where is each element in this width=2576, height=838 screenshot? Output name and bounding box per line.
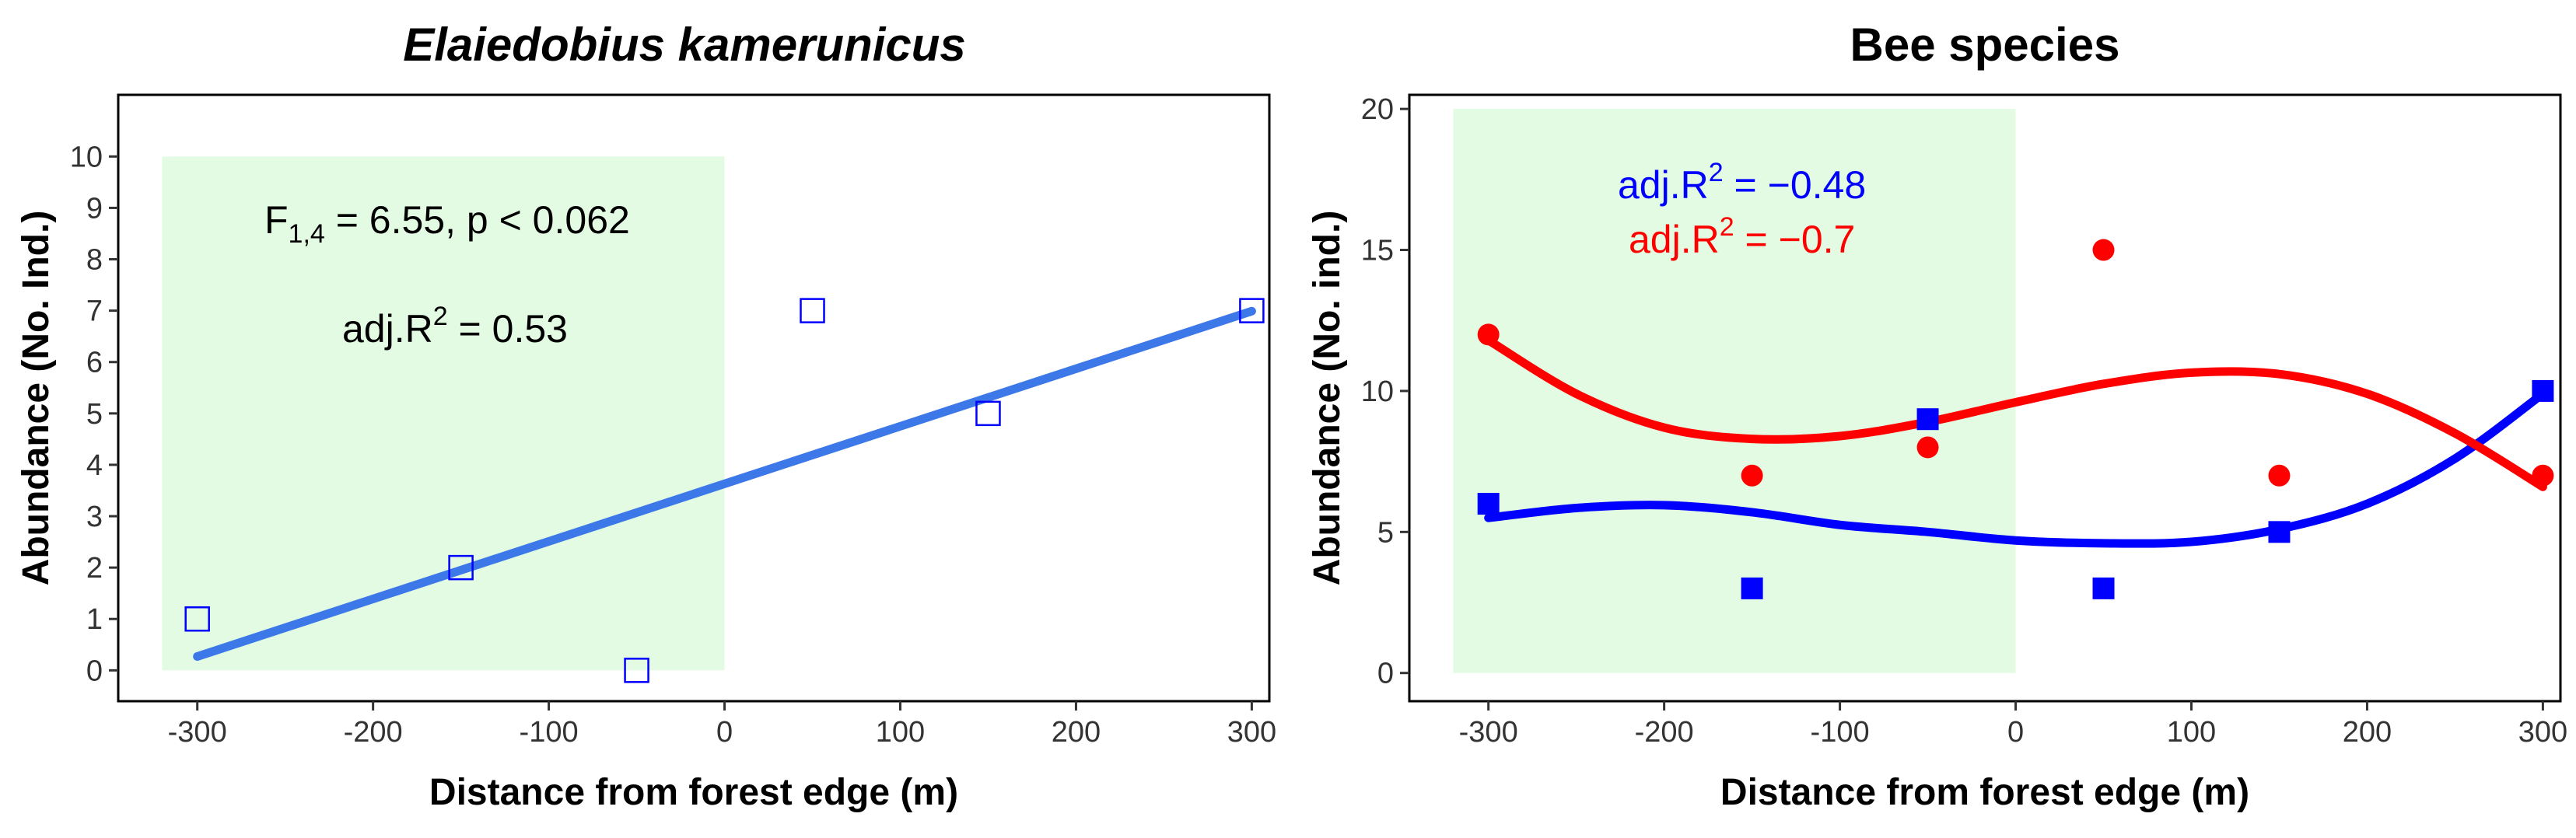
data-point	[2092, 239, 2115, 261]
data-point	[1239, 298, 1265, 323]
y-tick-label: 0	[86, 655, 103, 687]
data-point	[2092, 577, 2115, 599]
y-tick-label: 15	[1361, 235, 1394, 267]
annotation-adj-r2-blue: adj.R2 = −0.48	[1618, 158, 1866, 207]
y-tick-label: 6	[86, 347, 103, 379]
annotation-adj-r2-red: adj.R2 = −0.7	[1629, 212, 1855, 261]
x-tick-label: -300	[1459, 716, 1518, 749]
x-tick-label: -200	[1635, 716, 1694, 749]
plot-border	[1408, 93, 2562, 703]
x-tick-label: -100	[1811, 716, 1870, 749]
data-point	[1477, 493, 1500, 515]
x-tick-label: 300	[2518, 716, 2567, 749]
data-point	[800, 298, 825, 323]
x-axis-label: Distance from forest edge (m)	[429, 772, 958, 813]
y-tick-label: 10	[1361, 375, 1394, 408]
x-tick-label: -300	[168, 716, 227, 749]
x-tick-label: -100	[520, 716, 579, 749]
data-point	[1741, 464, 1763, 487]
y-tick-label: 3	[86, 501, 103, 533]
y-tick-label: 1	[86, 603, 103, 636]
data-point	[2532, 464, 2554, 487]
data-point	[624, 658, 649, 683]
data-point	[1916, 436, 1939, 459]
y-tick-label: 10	[70, 141, 103, 173]
panel-bee-species: -300 -200 -100 0 100 200 300 0 5 10 15 20 Bee spec…	[1307, 19, 2567, 813]
y-tick-label: 7	[86, 295, 103, 328]
shaded-region	[1453, 109, 2016, 673]
annotation-f-stat: F1,4 = 6.55, p < 0.062	[264, 198, 630, 249]
x-tick-label: 100	[876, 716, 925, 749]
data-points	[184, 298, 1265, 683]
y-axis-ticks: 0 1 2 3 4 5 6 7 8 9 10	[70, 141, 118, 687]
y-tick-label: 5	[86, 398, 103, 431]
y-axis-ticks: 0 5 10 15 20	[1361, 93, 1409, 690]
y-tick-label: 20	[1361, 93, 1394, 126]
data-points	[1477, 239, 2554, 599]
x-tick-label: 0	[2007, 716, 2024, 749]
data-point	[2532, 379, 2554, 402]
x-tick-label: 0	[716, 716, 733, 749]
data-point	[1916, 408, 1939, 431]
fit-line	[193, 306, 1256, 661]
y-tick-label: 0	[1377, 658, 1394, 690]
data-point	[1741, 577, 1763, 599]
y-tick-label: 4	[86, 449, 103, 482]
fit-curve-blue	[1484, 389, 2547, 548]
data-point	[975, 400, 1001, 427]
data-point	[448, 554, 474, 581]
y-tick-label: 9	[86, 192, 103, 225]
y-axis-label: Abundance (No. Ind.)	[16, 211, 57, 586]
x-tick-label: 200	[1052, 716, 1101, 749]
x-axis-ticks: -300 -200 -100 0 100 200 300	[1459, 701, 2567, 749]
chart-title: Bee species	[1850, 19, 2120, 71]
plot-border	[117, 93, 1271, 703]
fit-curve-red	[1484, 336, 2547, 491]
data-point	[2268, 464, 2291, 487]
chart-title: Elaiedobius kamerunicus	[403, 19, 966, 71]
panel-elaiedobius: -300 -200 -100 0 100 200 300 0 1 2 3 4 5 6 7 8 9 10 Elai…	[16, 19, 1276, 813]
x-axis-label: Distance from forest edge (m)	[1720, 772, 2249, 813]
x-tick-label: 200	[2343, 716, 2392, 749]
y-tick-label: 8	[86, 244, 103, 277]
shaded-region	[162, 156, 725, 671]
data-point	[1477, 323, 1500, 346]
x-tick-label: 300	[1227, 716, 1276, 749]
annotation-adj-r2: adj.R2 = 0.53	[342, 302, 568, 351]
x-tick-label: 100	[2167, 716, 2216, 749]
y-tick-label: 5	[1377, 516, 1394, 549]
y-axis-label: Abundance (No. ind.)	[1307, 211, 1348, 586]
x-axis-ticks: -300 -200 -100 0 100 200 300	[168, 701, 1276, 749]
data-point	[2268, 521, 2291, 543]
data-point	[184, 606, 210, 632]
y-tick-label: 2	[86, 552, 103, 585]
x-tick-label: -200	[344, 716, 403, 749]
